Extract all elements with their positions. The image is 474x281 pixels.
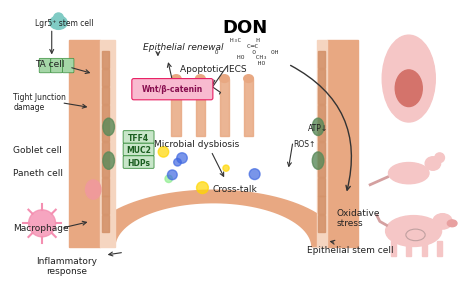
Bar (102, 215, 109, 232)
Text: Apoptotic IECS: Apoptotic IECS (180, 65, 246, 74)
Bar (69, 40, 100, 248)
Text: Epithelial stem cell: Epithelial stem cell (308, 246, 394, 255)
Bar (102, 51, 109, 68)
Bar (392, 241, 396, 256)
Ellipse shape (103, 118, 114, 135)
Text: ATP↓: ATP↓ (308, 124, 328, 133)
Bar (102, 178, 109, 196)
Bar (102, 69, 109, 86)
Ellipse shape (395, 70, 422, 106)
Bar (102, 105, 109, 123)
Bar (219, 79, 229, 137)
Ellipse shape (54, 13, 64, 22)
Bar (318, 160, 325, 177)
Bar (244, 79, 254, 137)
Bar (317, 40, 327, 248)
Ellipse shape (244, 75, 254, 82)
Bar (102, 87, 109, 105)
Bar (318, 87, 325, 105)
FancyBboxPatch shape (63, 58, 74, 73)
Text: ROS↑: ROS↑ (293, 140, 315, 149)
Circle shape (165, 175, 173, 183)
FancyBboxPatch shape (39, 58, 51, 73)
Circle shape (223, 165, 229, 171)
Circle shape (249, 169, 260, 180)
Ellipse shape (219, 75, 229, 82)
Text: Oxidative
stress: Oxidative stress (337, 209, 380, 228)
Bar (102, 196, 109, 214)
Ellipse shape (312, 118, 324, 135)
FancyBboxPatch shape (123, 143, 154, 156)
Ellipse shape (382, 35, 435, 122)
Bar (318, 124, 325, 141)
Bar (195, 79, 205, 137)
Text: Inflammatory
response: Inflammatory response (36, 257, 97, 277)
Ellipse shape (312, 152, 324, 169)
Bar (318, 142, 325, 159)
Text: Paneth cell: Paneth cell (13, 169, 63, 178)
Ellipse shape (85, 180, 101, 199)
Bar (437, 241, 442, 256)
Text: Microbial dysbiosis: Microbial dysbiosis (154, 140, 239, 149)
Ellipse shape (425, 157, 441, 170)
Circle shape (158, 147, 169, 157)
Bar (318, 215, 325, 232)
Circle shape (177, 153, 187, 163)
Bar (318, 105, 325, 123)
Bar (102, 160, 109, 177)
Bar (102, 124, 109, 141)
Circle shape (173, 158, 181, 166)
FancyBboxPatch shape (123, 156, 154, 168)
Text: Macrophage: Macrophage (13, 224, 69, 233)
Bar (100, 40, 116, 248)
Bar (318, 196, 325, 214)
Bar (318, 69, 325, 86)
FancyBboxPatch shape (123, 131, 154, 143)
Ellipse shape (433, 214, 452, 229)
Text: TFF4: TFF4 (128, 134, 149, 143)
Bar (422, 241, 427, 256)
Text: Tight Junction
damage: Tight Junction damage (13, 93, 66, 112)
Text: Epithelial renewal: Epithelial renewal (144, 43, 224, 52)
Ellipse shape (172, 75, 181, 82)
Circle shape (28, 210, 55, 237)
Text: TA cell: TA cell (36, 60, 65, 69)
Bar (318, 51, 325, 68)
Ellipse shape (385, 216, 442, 246)
Circle shape (197, 182, 209, 194)
Circle shape (167, 170, 177, 180)
Text: Cross-talk: Cross-talk (213, 185, 257, 194)
Ellipse shape (447, 220, 457, 227)
FancyBboxPatch shape (51, 58, 63, 73)
Text: HDPs: HDPs (127, 159, 150, 168)
Text: MUC2: MUC2 (126, 146, 151, 155)
Ellipse shape (195, 75, 205, 82)
Bar (318, 178, 325, 196)
Text: DON: DON (222, 19, 267, 37)
Ellipse shape (50, 16, 67, 30)
PathPatch shape (84, 189, 342, 248)
Circle shape (435, 153, 445, 162)
Ellipse shape (103, 152, 114, 169)
FancyBboxPatch shape (132, 79, 213, 100)
Bar (172, 79, 181, 137)
Ellipse shape (389, 162, 429, 184)
Text: Lgr5⁺ stem cell: Lgr5⁺ stem cell (36, 19, 94, 28)
Text: Goblet cell: Goblet cell (13, 146, 62, 155)
Bar (406, 241, 410, 256)
Bar (102, 142, 109, 159)
Bar (327, 40, 357, 248)
Text: H₃C    H
    C═C
 O         O    OH
    HO   CH₃
         HO: H₃C H C═C O O OH HO CH₃ HO (211, 38, 278, 66)
Text: Wnt/β-catenin: Wnt/β-catenin (142, 85, 203, 94)
